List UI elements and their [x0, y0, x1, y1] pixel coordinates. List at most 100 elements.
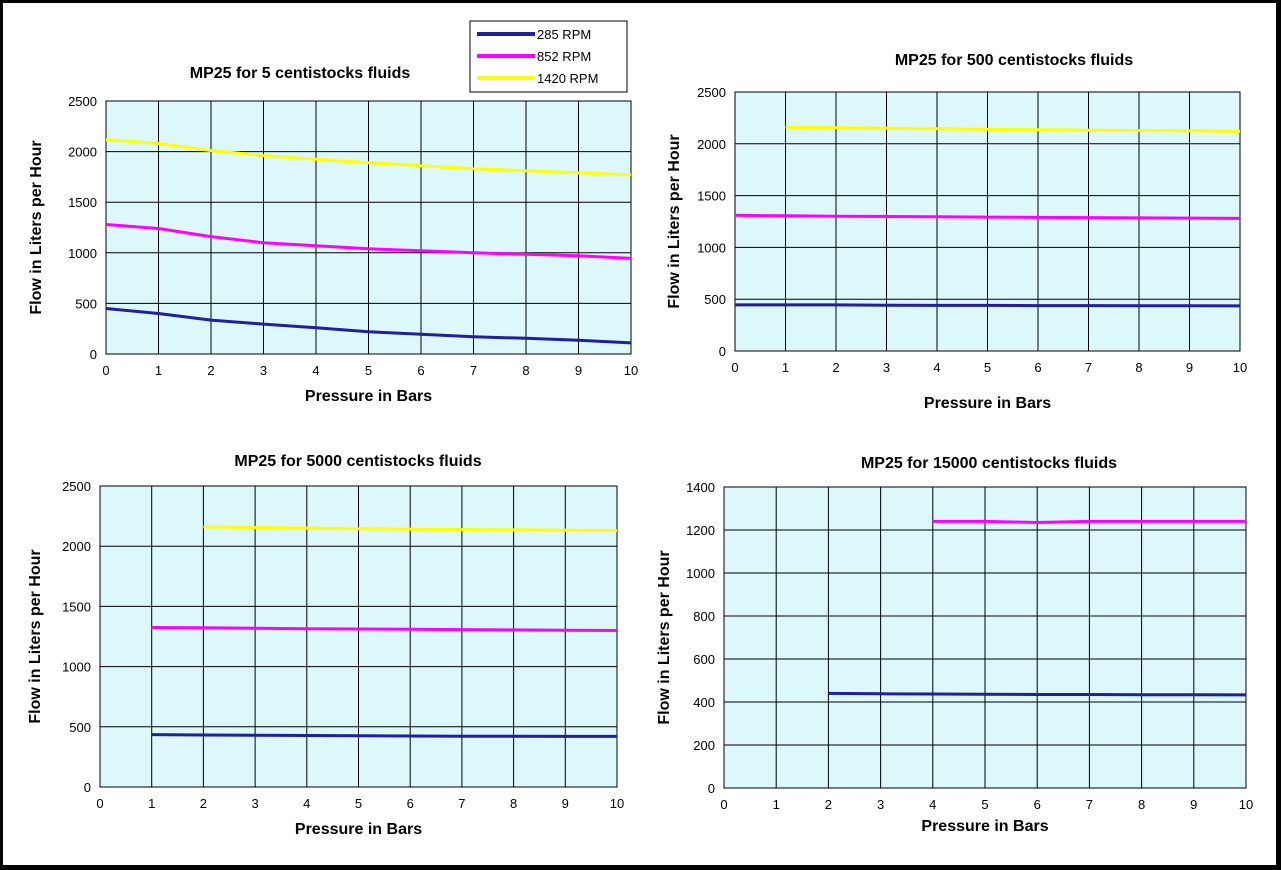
series-line-1420-rpm: [785, 125, 1241, 133]
x-tick-label: 8: [510, 796, 517, 811]
y-tick-label: 1500: [62, 599, 91, 614]
x-tick-label: 2: [200, 796, 207, 811]
series-line-852-rpm: [932, 519, 1246, 524]
x-tick-label: 7: [470, 363, 477, 378]
x-tick-label: 2: [207, 363, 214, 378]
chart-title: MP25 for 15000 centistocks fluids: [861, 455, 1117, 472]
x-axis-title: Pressure in Bars: [921, 818, 1048, 835]
y-tick-label: 2000: [62, 539, 91, 554]
x-tick-label: 8: [1138, 797, 1145, 812]
y-tick-label: 1500: [68, 195, 97, 210]
x-tick-label: 3: [877, 797, 884, 812]
y-axis-title: Flow in Liters per Hour: [666, 134, 683, 308]
x-tick-label: 1: [148, 796, 155, 811]
x-tick-label: 3: [260, 363, 267, 378]
x-tick-label: 4: [933, 360, 940, 375]
x-tick-label: 8: [522, 363, 529, 378]
figure-canvas: 0 1 2 3 4 5 6 7 8 9 10 0 500 1000 1500 2000 2500 MP25 for…: [3, 3, 1276, 865]
legend-label: 852 RPM: [537, 49, 591, 64]
chart-panel-1: 0 1 2 3 4 5 6 7 8 9 10 0 500 1000 1500 2000 2500 MP25 for…: [28, 65, 638, 405]
x-tick-label: 6: [417, 363, 424, 378]
x-tick-label: 6: [1034, 360, 1041, 375]
y-tick-label: 1000: [62, 660, 91, 675]
series-line-285-rpm: [828, 691, 1247, 697]
x-tick-label: 10: [610, 796, 624, 811]
x-tick-label: 0: [720, 797, 727, 812]
y-tick-label: 0: [719, 344, 726, 359]
y-tick-label: 600: [693, 652, 715, 667]
y-tick-label: 1000: [686, 566, 715, 581]
y-tick-label: 1000: [68, 246, 97, 261]
chart-panel-4: 0 1 2 3 4 5 6 7 8 9 10 0 200 400 600 800 1000 1200 1400 MP2…: [656, 455, 1253, 835]
x-tick-label: 1: [773, 797, 780, 812]
x-tick-label: 5: [984, 360, 991, 375]
y-tick-label: 0: [90, 347, 97, 362]
y-tick-label: 1200: [686, 523, 715, 538]
x-tick-label: 9: [1186, 360, 1193, 375]
y-tick-label: 2500: [697, 85, 726, 100]
x-tick-label: 9: [562, 796, 569, 811]
x-tick-label: 0: [102, 363, 109, 378]
x-tick-label: 8: [1135, 360, 1142, 375]
series-line-285-rpm: [105, 307, 632, 345]
y-tick-label: 800: [693, 609, 715, 624]
y-tick-label: 2500: [62, 479, 91, 494]
x-tick-label: 7: [1085, 360, 1092, 375]
x-axis-title: Pressure in Bars: [924, 395, 1051, 412]
x-tick-label: 4: [303, 796, 310, 811]
series-line-285-rpm: [151, 733, 617, 738]
x-tick-label: 0: [96, 796, 103, 811]
y-tick-label: 400: [693, 695, 715, 710]
chart-title: MP25 for 5 centistocks fluids: [190, 65, 411, 82]
y-tick-label: 2500: [68, 94, 97, 109]
y-axis-title: Flow in Liters per Hour: [28, 140, 45, 314]
x-tick-label: 10: [1239, 797, 1253, 812]
x-tick-label: 5: [355, 796, 362, 811]
x-tick-label: 1: [155, 363, 162, 378]
series-line-852-rpm: [734, 213, 1241, 220]
x-tick-label: 9: [1190, 797, 1197, 812]
series-line-852-rpm: [151, 626, 618, 632]
y-tick-label: 1500: [697, 189, 726, 204]
x-tick-label: 4: [312, 363, 319, 378]
legend: 285 RPM 852 RPM 1420 RPM: [469, 20, 628, 93]
y-axis-title: Flow in Liters per Hour: [656, 550, 673, 724]
x-tick-label: 6: [1034, 797, 1041, 812]
x-tick-label: 3: [883, 360, 890, 375]
x-tick-label: 5: [981, 797, 988, 812]
x-axis-title: Pressure in Bars: [295, 821, 422, 838]
y-tick-label: 500: [75, 296, 97, 311]
x-tick-label: 10: [624, 363, 638, 378]
y-axis-title: Flow in Liters per Hour: [27, 549, 44, 723]
y-tick-label: 0: [708, 781, 715, 796]
chart-panel-2: 0 1 2 3 4 5 6 7 8 9 10 0 500 1000 1500 2000 2500 MP25 for…: [666, 52, 1247, 412]
chart-title: MP25 for 500 centistocks fluids: [895, 52, 1133, 69]
x-tick-label: 5: [365, 363, 372, 378]
x-tick-label: 7: [458, 796, 465, 811]
y-tick-label: 2000: [68, 145, 97, 160]
chart-panel-3: 0 1 2 3 4 5 6 7 8 9 10 0 500 1000 1500 2000 2500 MP25 for…: [27, 453, 624, 838]
chart-title: MP25 for 5000 centistocks fluids: [234, 453, 481, 470]
y-tick-label: 1000: [697, 240, 726, 255]
x-tick-label: 9: [575, 363, 582, 378]
y-tick-label: 200: [693, 738, 715, 753]
y-tick-label: 500: [704, 292, 726, 307]
y-tick-label: 2000: [697, 137, 726, 152]
legend-label: 1420 RPM: [537, 71, 598, 86]
x-tick-label: 3: [251, 796, 258, 811]
x-axis-title: Pressure in Bars: [305, 388, 432, 405]
series-line-1420-rpm: [105, 138, 632, 177]
x-tick-label: 7: [1086, 797, 1093, 812]
x-tick-label: 2: [832, 360, 839, 375]
series-line-1420-rpm: [203, 525, 618, 532]
x-tick-label: 2: [825, 797, 832, 812]
y-tick-label: 500: [69, 720, 91, 735]
series-line-852-rpm: [105, 223, 632, 260]
x-tick-label: 1: [782, 360, 789, 375]
x-tick-label: 6: [407, 796, 414, 811]
x-tick-label: 0: [731, 360, 738, 375]
x-tick-label: 4: [929, 797, 936, 812]
y-tick-label: 0: [84, 780, 91, 795]
legend-label: 285 RPM: [537, 27, 591, 42]
